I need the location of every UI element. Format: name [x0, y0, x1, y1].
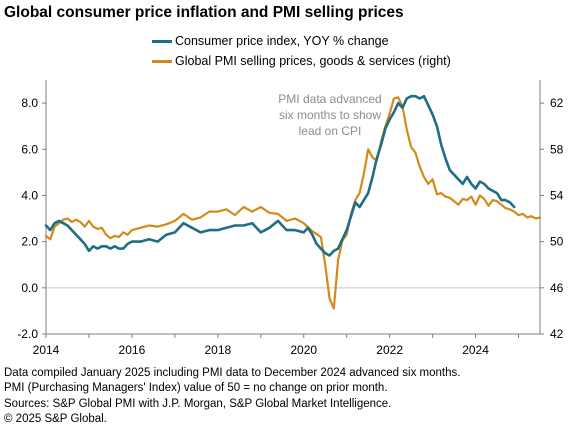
- y-right-tick-label: 46: [550, 281, 564, 295]
- legend-item-pmi: Global PMI selling prices, goods & servi…: [152, 51, 451, 71]
- y-right-tick-label: 62: [550, 96, 564, 110]
- annotation-line-1: PMI data advanced: [278, 92, 381, 106]
- axes: [42, 80, 544, 338]
- series-line-cpi: [44, 94, 516, 257]
- x-tick-label: 2018: [204, 343, 231, 357]
- y-left-tick-label: 2.0: [21, 235, 38, 249]
- y-left-tick-label: 0.0: [21, 281, 38, 295]
- y-right-tick-label: 42: [550, 327, 564, 341]
- annotation-line-3: lead on CPI: [299, 124, 362, 138]
- footnote-2: PMI (Purchasing Managers' Index) value o…: [4, 382, 388, 395]
- legend-swatch-cpi: [152, 39, 172, 43]
- x-tick-label: 2022: [376, 343, 403, 357]
- y-right-tick-label: 54: [550, 188, 564, 202]
- x-tick-label: 2024: [462, 343, 489, 357]
- legend: Consumer price index, YOY % change Globa…: [152, 31, 451, 71]
- y-left-tick-label: 4.0: [21, 188, 38, 202]
- legend-item-cpi: Consumer price index, YOY % change: [152, 31, 451, 51]
- footnotes: Data compiled January 2025 including PMI…: [4, 366, 460, 427]
- x-tick-label: 2016: [119, 343, 146, 357]
- y-right-tick-label: 50: [550, 235, 564, 249]
- y-left-tick-label: -2.0: [17, 327, 38, 341]
- footnote-3: Sources: S&P Global PMI with J.P. Morgan…: [4, 397, 392, 410]
- series-line-pmi: [44, 96, 542, 310]
- y-right-tick-label: 58: [550, 142, 564, 156]
- footnote-1: Data compiled January 2025 including PMI…: [4, 367, 461, 379]
- x-tick-label: 2014: [33, 343, 60, 357]
- chart-title: Global consumer price inflation and PMI …: [4, 4, 404, 21]
- y-left-tick-label: 6.0: [21, 142, 38, 156]
- series-lines: [44, 94, 542, 310]
- legend-swatch-pmi: [152, 59, 172, 63]
- legend-label-pmi: Global PMI selling prices, goods & servi…: [175, 54, 451, 68]
- x-tick-label: 2020: [290, 343, 317, 357]
- legend-label-cpi: Consumer price index, YOY % change: [175, 34, 389, 48]
- y-left-tick-label: 8.0: [21, 96, 38, 110]
- annotation-line-2: six months to show: [279, 108, 381, 122]
- footnote-4: © 2025 S&P Global.: [4, 412, 107, 425]
- tick-labels: 2014 2016 2018 2020 2022 2024 -2.0 0.0 2.0 4.0 6.0…: [17, 96, 563, 357]
